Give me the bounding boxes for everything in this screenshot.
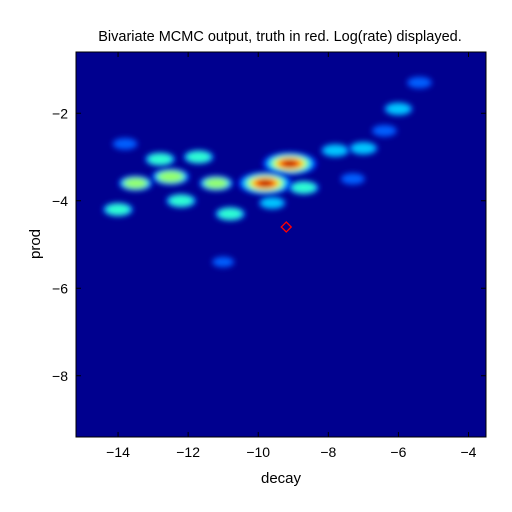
- density-blob: [262, 152, 317, 176]
- y-tick-label: −4: [52, 193, 68, 209]
- x-tick-label: −10: [246, 444, 270, 460]
- x-tick-label: −6: [390, 444, 406, 460]
- density-blob: [371, 124, 397, 137]
- plot-frame: [75, 51, 487, 438]
- density-blob: [199, 175, 234, 191]
- x-tick-label: −12: [176, 444, 200, 460]
- density-blob: [118, 175, 153, 191]
- x-tick-label: −8: [320, 444, 336, 460]
- density-blob: [144, 152, 176, 167]
- x-tick-label: −4: [460, 444, 476, 460]
- density-blob: [348, 141, 378, 155]
- y-axis-ticks: −8 −6 −4 −2: [52, 105, 486, 384]
- density-blob: [340, 173, 366, 185]
- truth-layer: [280, 221, 293, 233]
- density-blob: [112, 137, 138, 150]
- chart-title: Bivariate MCMC output, truth in red. Log…: [98, 29, 461, 45]
- y-tick-label: −6: [52, 280, 68, 296]
- density-blob: [102, 202, 134, 217]
- y-tick-label: −8: [52, 368, 68, 384]
- density-blob: [212, 256, 235, 268]
- y-axis-label: prod: [27, 229, 44, 259]
- density-blob: [151, 168, 190, 186]
- plot-area: [76, 52, 486, 437]
- plot-background: [76, 52, 486, 437]
- density-blob: [383, 102, 413, 116]
- density-blob: [320, 143, 350, 158]
- y-tick-label: −2: [52, 105, 68, 121]
- density-blob: [183, 150, 214, 164]
- x-axis-ticks: −14 −12 −10 −8 −6 −4: [106, 52, 477, 460]
- density-blob: [258, 196, 286, 210]
- density-blob: [165, 193, 197, 208]
- density-blob: [214, 206, 246, 221]
- x-tick-label: −14: [106, 444, 130, 460]
- density-blob: [406, 76, 433, 89]
- truth-marker: [280, 221, 293, 233]
- density-layer: [102, 76, 433, 268]
- density-blob: [288, 180, 320, 195]
- density-blob: [238, 171, 293, 195]
- x-axis-label: decay: [261, 470, 302, 487]
